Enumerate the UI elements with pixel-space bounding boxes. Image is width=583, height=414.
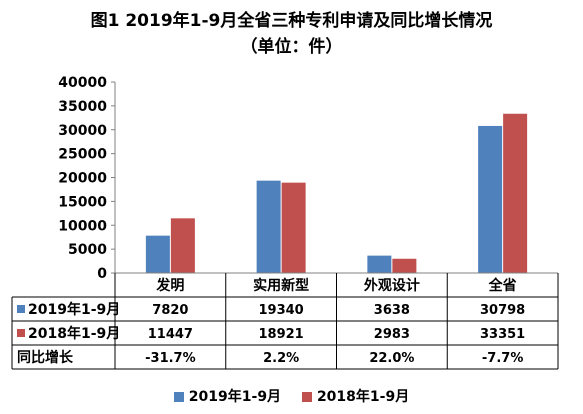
y-tick-label: 10000 [58, 218, 107, 234]
chart-subtitle: （单位：件） [240, 37, 343, 57]
table-cell: 18921 [259, 327, 304, 342]
bar-2018 [281, 182, 306, 273]
table-row-label: 2019年1-9月 [28, 301, 120, 318]
chart-title: 图1 2019年1-9月全省三种专利申请及同比增长情况 [90, 11, 493, 31]
y-tick-label: 0 [97, 266, 107, 282]
table-cell: -31.7% [145, 351, 196, 366]
table-cell: 22.0% [369, 351, 414, 366]
y-tick-label: 40000 [58, 75, 107, 91]
y-tick-label: 30000 [58, 123, 107, 139]
bar-2019 [367, 255, 392, 273]
legend-swatch-2019 [173, 392, 184, 402]
y-tick-label: 20000 [58, 171, 107, 187]
bar-2018 [503, 113, 528, 273]
bar-2018 [170, 218, 195, 273]
x-category-label: 发明 [155, 277, 184, 294]
table-cell: 3638 [374, 303, 410, 318]
table-cell: 7820 [152, 303, 188, 318]
y-tick-label: 15000 [58, 194, 107, 210]
legend-label-2019: 2019年1-9月 [188, 389, 282, 405]
bar-2019 [478, 125, 503, 274]
x-category-label: 外观设计 [364, 277, 420, 294]
legend: 2019年1-9月 2018年1-9月 [0, 388, 583, 407]
legend-swatch-2018 [301, 392, 312, 402]
table-cell: 2983 [374, 327, 410, 342]
table-cell: 19340 [259, 303, 304, 318]
table-row-swatch [17, 329, 25, 337]
table-cell: 2.2% [263, 351, 299, 366]
x-category-label: 实用新型 [253, 277, 309, 294]
bar-2019 [256, 180, 281, 273]
table-row-swatch [17, 305, 25, 313]
y-tick-label: 5000 [68, 242, 107, 258]
table-cell: 30798 [480, 303, 525, 318]
table-cell: -7.7% [482, 351, 523, 366]
legend-item-2018: 2018年1-9月 [301, 388, 410, 406]
table-cell: 33351 [480, 327, 525, 342]
legend-label-2018: 2018年1-9月 [316, 389, 410, 405]
legend-item-2019: 2019年1-9月 [173, 388, 282, 406]
table-cell: 11447 [148, 327, 193, 342]
bar-2018 [392, 258, 417, 273]
y-tick-label: 35000 [58, 99, 107, 115]
x-category-label: 全省 [488, 277, 517, 294]
bar-2019 [145, 235, 170, 273]
table-row-label: 同比增长 [17, 349, 74, 366]
y-tick-label: 25000 [58, 147, 107, 163]
table-row-label: 2018年1-9月 [28, 325, 120, 342]
